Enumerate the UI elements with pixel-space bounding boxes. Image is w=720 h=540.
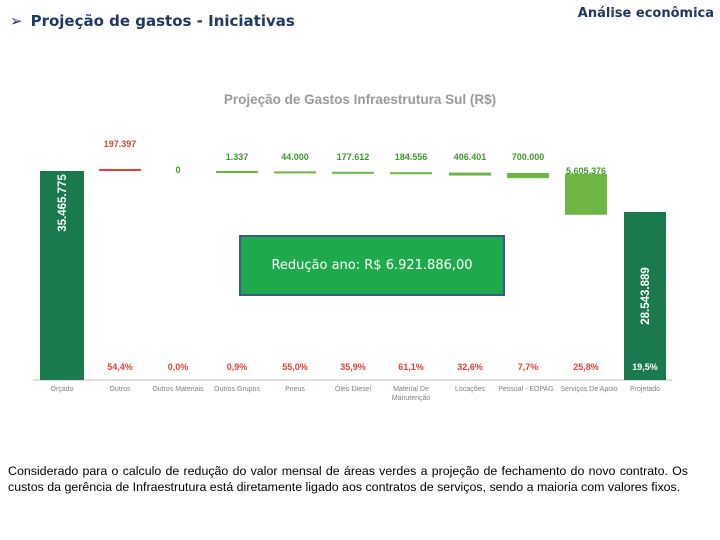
percent-label-pneus: 55,0% — [282, 362, 308, 372]
bar-label-start-total: 35.465.775 — [57, 174, 69, 232]
bar-start-total — [40, 171, 84, 380]
tick-label-material-de-manutencao: Material De — [393, 386, 429, 393]
bar-label-outros-grupos: 1.337 — [226, 152, 249, 162]
tick-label-servicos-de-apoio: Serviços De Apoio — [560, 386, 617, 393]
percent-label-end-total: 19,5% — [632, 362, 658, 372]
bar-step-servicos-de-apoio — [565, 173, 607, 215]
slide-subtitle: Análise econômica — [577, 6, 714, 21]
tick-label-outros-grupos: Outros Grupos — [214, 386, 260, 393]
tick-label-locacoes: Locações — [455, 386, 485, 393]
bar-step-locacoes — [449, 172, 491, 176]
footnote-text: Considerado para o calculo de redução do… — [8, 464, 688, 494]
bar-label-pessoal-eopag: 700.000 — [512, 152, 545, 162]
percent-label-servicos-de-apoio: 25,8% — [573, 362, 599, 372]
bar-label-material-de-manutencao: 184.556 — [395, 152, 428, 162]
tick-label-projetado: Projetado — [630, 386, 660, 393]
bar-label-servicos-de-apoio: 5.605.376 — [566, 166, 606, 176]
percent-label-pessoal-eopag: 7,7% — [518, 362, 539, 372]
chart-title: Projeção de Gastos Infraestrutura Sul (R… — [224, 92, 496, 107]
tick-label-pneus: Pneus — [285, 386, 305, 393]
slide-title: ➢ Projeção de gastos - Iniciativas — [10, 12, 295, 30]
bar-label-outros-materiais: 0 — [175, 165, 180, 175]
percent-label-oleo-diesel: 35,9% — [340, 362, 366, 372]
percent-label-material-de-manutencao: 61,1% — [398, 362, 424, 372]
bar-step-oleo-diesel — [332, 171, 374, 174]
tick-label-oleo-diesel: Óleo Diesel — [335, 384, 372, 393]
tick-label-pessoal-eopag: Pessoal - EOPAG — [498, 386, 554, 393]
slide-title-text: Projeção de gastos - Iniciativas — [30, 12, 295, 30]
bar-step-pessoal-eopag — [507, 173, 549, 179]
reduction-callout-text: Redução ano: R$ 6.921.886,00 — [271, 258, 473, 273]
bar-label-oleo-diesel: 177.612 — [337, 152, 370, 162]
tick-label-outros: Outros — [109, 386, 131, 393]
percent-label-outros-materiais: 0,0% — [168, 362, 189, 372]
bar-step-outros-grupos — [216, 171, 258, 173]
waterfall-chart: Projeção de Gastos Infraestrutura Sul (R… — [33, 92, 672, 402]
arrow-right-bullet-icon: ➢ — [10, 12, 23, 30]
bar-label-outros: 197.397 — [104, 139, 137, 149]
bar-step-material-de-manutencao — [390, 172, 432, 175]
tick-label-outros-materiais: Outros Materiais — [152, 386, 204, 393]
bar-step-pneus — [274, 171, 316, 174]
bar-label-locacoes: 406.401 — [454, 152, 487, 162]
bar-label-pneus: 44.000 — [281, 152, 309, 162]
percent-label-outros: 54,4% — [107, 362, 133, 372]
percent-label-outros-grupos: 0,9% — [227, 362, 248, 372]
tick-label-material-de-manutencao-2: Manutenção — [392, 395, 431, 402]
bar-label-end-total: 28.543.889 — [640, 267, 652, 325]
percent-label-locacoes: 32,6% — [457, 362, 483, 372]
tick-label-orcado: Orçado — [51, 386, 74, 393]
reduction-callout: Redução ano: R$ 6.921.886,00 — [239, 235, 505, 296]
bar-step-outros — [99, 169, 141, 171]
bar-end-total — [624, 212, 666, 380]
